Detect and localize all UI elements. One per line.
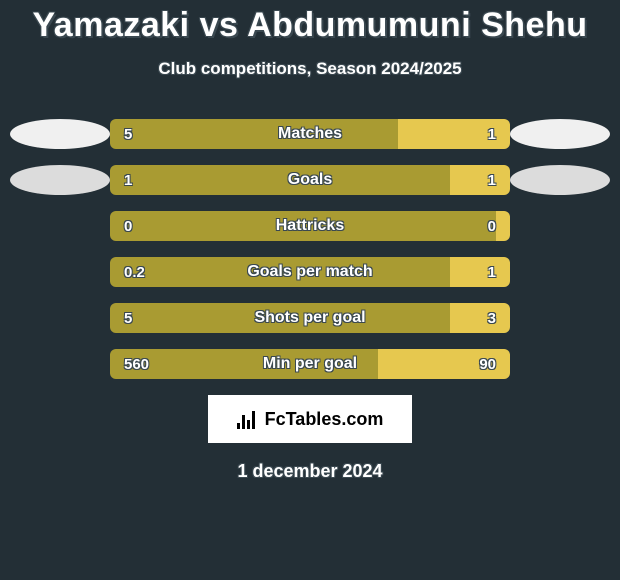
stat-bar: 53Shots per goal [110,303,510,333]
stat-right-value: 1 [450,165,510,195]
player-ellipse-left [10,165,110,195]
stat-row: 56090Min per goal [0,349,620,379]
stat-row: 00Hattricks [0,211,620,241]
brand-label: FcTables.com [265,409,384,430]
stat-right-value: 3 [450,303,510,333]
brand-box: FcTables.com [208,395,412,443]
stat-row: 0.21Goals per match [0,257,620,287]
stat-left-value: 0 [110,211,496,241]
chart-bars-icon [237,409,259,429]
stat-row: 53Shots per goal [0,303,620,333]
stat-row: 11Goals [0,165,620,195]
stat-bar: 51Matches [110,119,510,149]
snapshot-date: 1 december 2024 [0,461,620,482]
player-ellipse-left [10,119,110,149]
player-ellipse-right [510,119,610,149]
stat-left-value: 5 [110,303,450,333]
stat-right-value: 90 [378,349,510,379]
stat-left-value: 0.2 [110,257,450,287]
stat-right-value: 0 [496,211,510,241]
stat-bar: 56090Min per goal [110,349,510,379]
comparison-title: Yamazaki vs Abdumumuni Shehu [0,0,620,45]
stat-right-value: 1 [450,257,510,287]
player-ellipse-right [510,165,610,195]
stat-row: 51Matches [0,119,620,149]
stat-bar: 0.21Goals per match [110,257,510,287]
stat-left-value: 5 [110,119,398,149]
comparison-subtitle: Club competitions, Season 2024/2025 [0,59,620,79]
stat-rows-container: 51Matches 11Goals 00Hattricks 0.21Goals per… [0,119,620,379]
stat-bar: 00Hattricks [110,211,510,241]
stat-left-value: 1 [110,165,450,195]
stat-left-value: 560 [110,349,378,379]
stat-right-value: 1 [398,119,510,149]
stat-bar: 11Goals [110,165,510,195]
